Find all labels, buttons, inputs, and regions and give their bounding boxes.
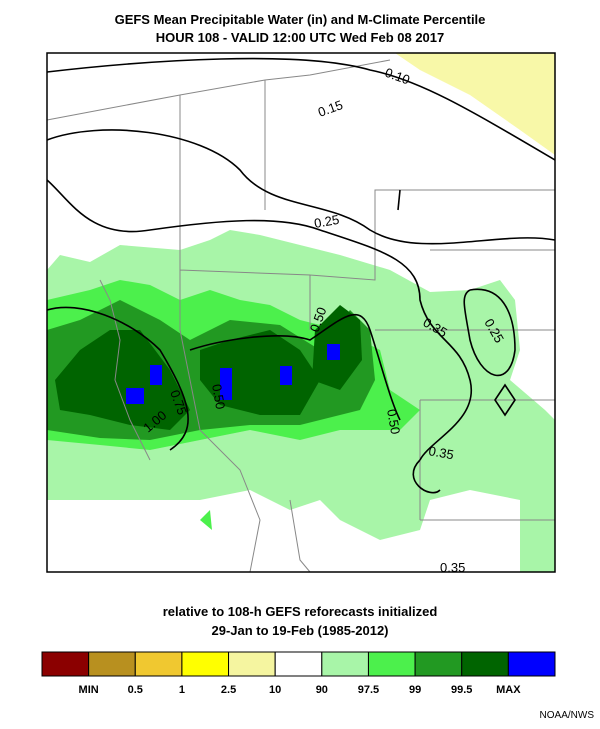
contour-label: 0.50 — [384, 408, 403, 436]
blue-area — [327, 344, 340, 360]
blue-area — [150, 365, 162, 385]
colorbar: MIN 0.5 1 2.5 10 90 97.5 99 99.5 MAX — [41, 651, 556, 696]
colorbar-swatch — [414, 651, 463, 677]
contour-label: 0.25 — [313, 212, 341, 231]
colorbar-label: 10 — [269, 684, 281, 696]
contour-label: 0.35 — [440, 560, 465, 575]
credit: NOAA/NWS — [540, 710, 595, 721]
colorbar-swatch — [321, 651, 369, 677]
contours — [46, 57, 556, 494]
colorbar-swatch — [507, 651, 556, 677]
colorbar-label: 90 — [316, 684, 328, 696]
blue-area — [126, 388, 144, 404]
title: GEFS Mean Precipitable Water (in) and M-… — [115, 12, 486, 27]
colorbar-swatch — [274, 651, 323, 677]
white-area — [262, 515, 272, 530]
colorbar-label: MIN — [79, 684, 99, 696]
footer-line: relative to 108-h GEFS reforecasts initi… — [163, 604, 438, 619]
blue-area — [280, 366, 292, 385]
colorbar-swatch — [181, 651, 230, 677]
colorbar-label: 99 — [409, 684, 421, 696]
footer-line: 29-Jan to 19-Feb (1985-2012) — [211, 623, 388, 638]
boundaries — [46, 59, 555, 573]
contour-label: 0.35 — [427, 443, 455, 462]
colorbar-swatch — [228, 651, 276, 677]
colorbar-swatch — [88, 651, 136, 677]
colorbar-swatch — [41, 651, 90, 677]
colorbar-label: 97.5 — [358, 684, 379, 696]
colorbar-swatch — [134, 651, 183, 677]
map: 0.100.150.250.35 0.250.500.75 0.501.00 0.50… — [46, 52, 556, 575]
blue-area — [220, 368, 232, 400]
area-99 — [200, 510, 212, 530]
subtitle: HOUR 108 - VALID 12:00 UTC Wed Feb 08 20… — [156, 30, 445, 45]
area-max — [55, 330, 190, 430]
colorbar-label: 99.5 — [451, 684, 472, 696]
colorbar-swatch — [461, 651, 509, 677]
colorbar-label: 1 — [179, 684, 185, 696]
contour-label: 0.50 — [209, 383, 228, 411]
map-frame — [46, 52, 556, 573]
colorbar-swatch — [367, 651, 416, 677]
yellow-area — [395, 53, 555, 155]
colorbar-label: 0.5 — [128, 684, 143, 696]
colorbar-label: MAX — [496, 684, 521, 696]
colorbar-label: 2.5 — [221, 684, 236, 696]
